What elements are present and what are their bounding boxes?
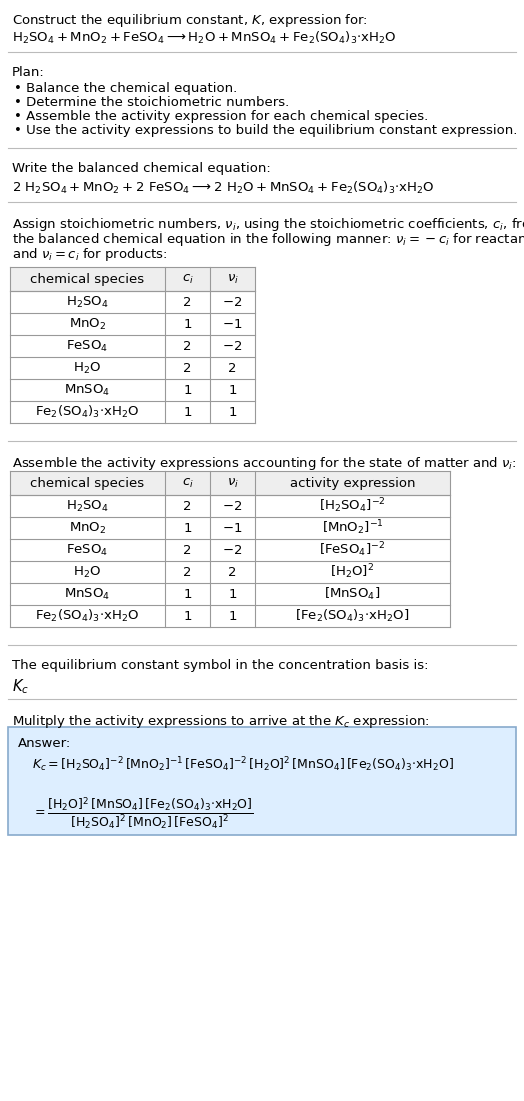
Text: The equilibrium constant symbol in the concentration basis is:: The equilibrium constant symbol in the c… xyxy=(12,659,429,672)
Text: $\mathrm{FeSO_4}$: $\mathrm{FeSO_4}$ xyxy=(67,338,108,353)
Text: $-2$: $-2$ xyxy=(222,339,243,352)
Text: $-2$: $-2$ xyxy=(222,544,243,556)
Text: $\mathrm{2\ H_2SO_4 + MnO_2 + 2\ FeSO_4 \longrightarrow 2\ H_2O + MnSO_4 + Fe_2(: $\mathrm{2\ H_2SO_4 + MnO_2 + 2\ FeSO_4 … xyxy=(12,179,434,196)
Text: chemical species: chemical species xyxy=(30,273,145,285)
Text: $\mathrm{MnO_2}$: $\mathrm{MnO_2}$ xyxy=(69,316,106,331)
Text: $[\mathrm{Fe_2(SO_4)_3{\cdot}xH_2O}]$: $[\mathrm{Fe_2(SO_4)_3{\cdot}xH_2O}]$ xyxy=(296,608,410,624)
Text: $[\mathrm{MnSO_4}]$: $[\mathrm{MnSO_4}]$ xyxy=(324,586,380,602)
Text: • Determine the stoichiometric numbers.: • Determine the stoichiometric numbers. xyxy=(14,96,289,109)
Text: 2: 2 xyxy=(183,544,192,556)
Text: $[\mathrm{FeSO_4}]^{-2}$: $[\mathrm{FeSO_4}]^{-2}$ xyxy=(320,541,386,559)
Text: $\mathrm{MnSO_4}$: $\mathrm{MnSO_4}$ xyxy=(64,587,111,601)
Text: 2: 2 xyxy=(183,500,192,512)
Text: $\mathrm{H_2SO_4}$: $\mathrm{H_2SO_4}$ xyxy=(66,294,109,309)
Text: 2: 2 xyxy=(183,295,192,308)
Text: $[\mathrm{H_2SO_4}]^{-2}$: $[\mathrm{H_2SO_4}]^{-2}$ xyxy=(319,497,386,515)
Text: 1: 1 xyxy=(183,588,192,600)
Text: • Use the activity expressions to build the equilibrium constant expression.: • Use the activity expressions to build … xyxy=(14,124,517,137)
Text: 2: 2 xyxy=(183,339,192,352)
Text: Assemble the activity expressions accounting for the state of matter and $\nu_i$: Assemble the activity expressions accoun… xyxy=(12,455,517,472)
Text: $\nu_i$: $\nu_i$ xyxy=(226,272,238,285)
Text: Answer:: Answer: xyxy=(18,737,71,750)
Text: and $\nu_i = c_i$ for products:: and $\nu_i = c_i$ for products: xyxy=(12,246,168,263)
Text: $c_i$: $c_i$ xyxy=(182,272,193,285)
Text: 2: 2 xyxy=(228,566,237,578)
Text: 1: 1 xyxy=(183,405,192,418)
Text: $\mathrm{H_2O}$: $\mathrm{H_2O}$ xyxy=(73,360,102,375)
Text: $[\mathrm{MnO_2}]^{-1}$: $[\mathrm{MnO_2}]^{-1}$ xyxy=(322,519,384,537)
Bar xyxy=(10,471,450,495)
Text: 1: 1 xyxy=(228,610,237,622)
Text: $\mathrm{H_2SO_4 + MnO_2 + FeSO_4 \longrightarrow H_2O + MnSO_4 + Fe_2(SO_4)_3{\: $\mathrm{H_2SO_4 + MnO_2 + FeSO_4 \longr… xyxy=(12,30,397,46)
Text: $\mathrm{H_2O}$: $\mathrm{H_2O}$ xyxy=(73,565,102,579)
Text: 1: 1 xyxy=(228,383,237,396)
Bar xyxy=(10,268,255,291)
Text: • Balance the chemical equation.: • Balance the chemical equation. xyxy=(14,81,237,95)
Text: $K_c = [\mathrm{H_2SO_4}]^{-2}\,[\mathrm{MnO_2}]^{-1}\,[\mathrm{FeSO_4}]^{-2}\,[: $K_c = [\mathrm{H_2SO_4}]^{-2}\,[\mathrm… xyxy=(32,755,454,774)
FancyBboxPatch shape xyxy=(8,727,516,835)
Text: • Assemble the activity expression for each chemical species.: • Assemble the activity expression for e… xyxy=(14,110,428,123)
Text: chemical species: chemical species xyxy=(30,477,145,490)
Text: 2: 2 xyxy=(183,361,192,374)
Text: $\mathrm{FeSO_4}$: $\mathrm{FeSO_4}$ xyxy=(67,543,108,557)
Text: 2: 2 xyxy=(183,566,192,578)
Text: 1: 1 xyxy=(228,405,237,418)
Text: $= \dfrac{[\mathrm{H_2O}]^2\,[\mathrm{MnSO_4}]\,[\mathrm{Fe_2(SO_4)_3{\cdot}xH_2: $= \dfrac{[\mathrm{H_2O}]^2\,[\mathrm{Mn… xyxy=(32,795,254,831)
Text: Plan:: Plan: xyxy=(12,66,45,79)
Text: $K_c$: $K_c$ xyxy=(12,677,29,696)
Text: $\mathrm{Fe_2(SO_4)_3{\cdot}xH_2O}$: $\mathrm{Fe_2(SO_4)_3{\cdot}xH_2O}$ xyxy=(36,404,139,421)
Text: $\mathrm{MnSO_4}$: $\mathrm{MnSO_4}$ xyxy=(64,382,111,397)
Text: 1: 1 xyxy=(183,383,192,396)
Text: Construct the equilibrium constant, $K$, expression for:: Construct the equilibrium constant, $K$,… xyxy=(12,12,368,29)
Text: the balanced chemical equation in the following manner: $\nu_i = -c_i$ for react: the balanced chemical equation in the fo… xyxy=(12,231,524,248)
Text: 1: 1 xyxy=(183,317,192,330)
Text: $-2$: $-2$ xyxy=(222,500,243,512)
Text: 1: 1 xyxy=(228,588,237,600)
Text: $\mathrm{MnO_2}$: $\mathrm{MnO_2}$ xyxy=(69,521,106,535)
Text: $-2$: $-2$ xyxy=(222,295,243,308)
Text: Write the balanced chemical equation:: Write the balanced chemical equation: xyxy=(12,162,271,175)
Text: $\nu_i$: $\nu_i$ xyxy=(226,477,238,490)
Text: $-1$: $-1$ xyxy=(222,317,243,330)
Text: activity expression: activity expression xyxy=(290,477,415,490)
Text: $\mathrm{Fe_2(SO_4)_3{\cdot}xH_2O}$: $\mathrm{Fe_2(SO_4)_3{\cdot}xH_2O}$ xyxy=(36,608,139,624)
Text: $[\mathrm{H_2O}]^2$: $[\mathrm{H_2O}]^2$ xyxy=(331,563,375,581)
Text: Mulitply the activity expressions to arrive at the $K_c$ expression:: Mulitply the activity expressions to arr… xyxy=(12,713,430,730)
Text: 2: 2 xyxy=(228,361,237,374)
Text: $\mathrm{H_2SO_4}$: $\mathrm{H_2SO_4}$ xyxy=(66,499,109,513)
Text: Assign stoichiometric numbers, $\nu_i$, using the stoichiometric coefficients, $: Assign stoichiometric numbers, $\nu_i$, … xyxy=(12,216,524,233)
Text: $-1$: $-1$ xyxy=(222,522,243,534)
Text: 1: 1 xyxy=(183,610,192,622)
Text: $c_i$: $c_i$ xyxy=(182,477,193,490)
Text: 1: 1 xyxy=(183,522,192,534)
